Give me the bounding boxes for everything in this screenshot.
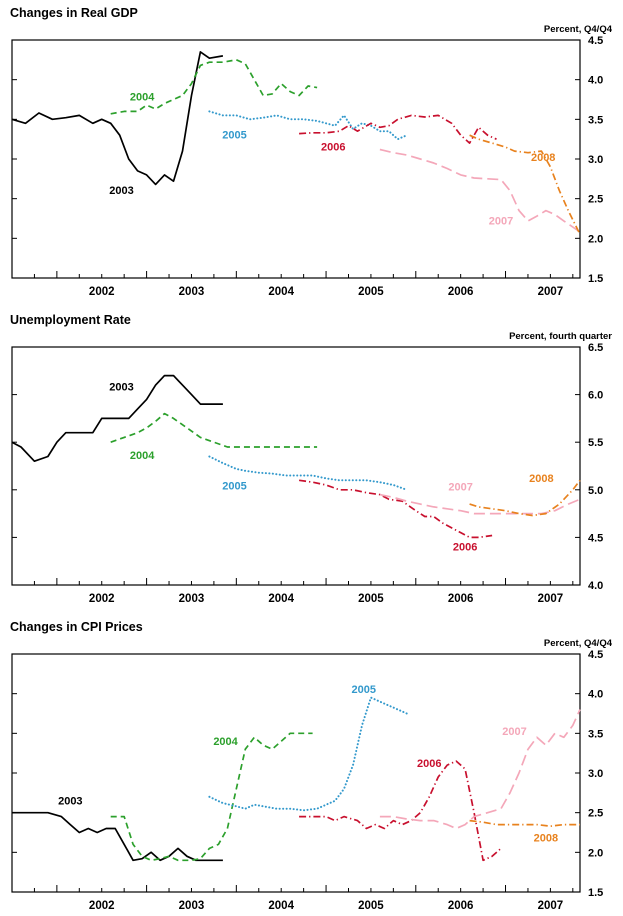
y-tick-label: 4.5 xyxy=(588,532,603,544)
x-tick-label: 2005 xyxy=(358,900,384,912)
y-tick-label: 2.5 xyxy=(588,808,603,820)
cpi-prices-chart: 1.5 2.0 2.5 3.0 3.5 4.0 4.5 2002 2003 2004 2005 200… xyxy=(11,650,603,912)
y-tick-label: 5.5 xyxy=(588,437,603,449)
series-line-2008 xyxy=(469,134,581,235)
y-tick-label: 3.0 xyxy=(588,768,603,780)
x-tick-label: 2006 xyxy=(448,286,474,298)
chart-title-real-gdp: Changes in Real GDP xyxy=(10,6,138,20)
x-tick-label: 2004 xyxy=(268,900,294,912)
series-label-2006: 2006 xyxy=(417,758,441,770)
y-tick-label: 3.0 xyxy=(588,154,603,166)
unit-label-unemployment: Percent, fourth quarter xyxy=(509,331,612,342)
x-tick-label: 2003 xyxy=(179,286,205,298)
x-tick-label: 2007 xyxy=(538,593,564,605)
y-tick-label: 4.5 xyxy=(588,650,603,661)
series-line-2007 xyxy=(379,493,581,515)
series-line-2005 xyxy=(208,455,408,491)
y-tick-label: 5.0 xyxy=(588,485,603,497)
y-tick-label: 6.0 xyxy=(588,390,603,402)
y-tick-label: 4.5 xyxy=(588,36,603,47)
series-line-2004 xyxy=(110,58,318,115)
x-tick-label: 2006 xyxy=(448,593,474,605)
panel-unemployment: Unemployment Rate Percent, fourth quarte… xyxy=(0,307,623,611)
y-tick-label: 1.5 xyxy=(588,273,603,285)
x-tick-label: 2002 xyxy=(89,900,115,912)
y-tick-label: 2.5 xyxy=(588,194,603,206)
series-line-2003 xyxy=(11,51,224,186)
series-label-2004: 2004 xyxy=(130,450,155,462)
series-line-2006 xyxy=(299,760,502,862)
series-line-2008 xyxy=(469,479,581,517)
series-line-2005 xyxy=(208,696,408,812)
series-label-2003: 2003 xyxy=(58,795,82,807)
x-tick-label: 2003 xyxy=(179,593,205,605)
series-label-2007: 2007 xyxy=(448,481,472,493)
series-label-2008: 2008 xyxy=(529,473,553,485)
chart-title-unemployment: Unemployment Rate xyxy=(10,313,131,327)
plot-frame xyxy=(11,346,581,586)
series-label-2006: 2006 xyxy=(453,541,477,553)
plot-frame xyxy=(11,39,581,279)
series-line-2007 xyxy=(379,709,581,830)
x-tick-label: 2006 xyxy=(448,900,474,912)
y-tick-label: 3.5 xyxy=(588,728,603,740)
x-tick-label: 2005 xyxy=(358,593,384,605)
x-tick-label: 2003 xyxy=(179,900,205,912)
x-tick-label: 2007 xyxy=(538,286,564,298)
series-line-2003 xyxy=(11,374,223,463)
plot-frame xyxy=(11,653,581,893)
x-tick-label: 2005 xyxy=(358,286,384,298)
x-tick-label: 2004 xyxy=(268,593,294,605)
series-line-2003 xyxy=(12,811,223,862)
y-tick-label: 4.0 xyxy=(588,580,603,592)
series-label-2003: 2003 xyxy=(109,185,133,197)
x-tick-label: 2004 xyxy=(268,286,294,298)
x-tick-label: 2007 xyxy=(538,900,564,912)
series-label-2007: 2007 xyxy=(502,726,526,738)
series-label-2004: 2004 xyxy=(130,92,155,104)
series-line-2007 xyxy=(379,148,581,233)
series-label-2004: 2004 xyxy=(213,736,238,748)
y-tick-label: 6.5 xyxy=(588,343,603,354)
y-tick-label: 3.5 xyxy=(588,114,603,126)
y-tick-label: 4.0 xyxy=(588,75,603,87)
chart-title-cpi: Changes in CPI Prices xyxy=(10,620,143,634)
panel-cpi: Changes in CPI Prices Percent, Q4/Q4 1.5… xyxy=(0,614,623,916)
series-line-2004 xyxy=(110,412,318,448)
real-gdp-chart: 1.5 2.0 2.5 3.0 3.5 4.0 4.5 2002 2003 2004 2005 200… xyxy=(11,36,603,298)
series-label-2006: 2006 xyxy=(321,142,345,154)
x-tick-label: 2002 xyxy=(89,286,115,298)
unit-label-cpi: Percent, Q4/Q4 xyxy=(543,638,612,649)
series-label-2005: 2005 xyxy=(222,480,246,492)
series-line-2005 xyxy=(208,110,408,141)
series-line-2006 xyxy=(299,114,497,144)
series-label-2008: 2008 xyxy=(534,833,558,845)
unemployment-rate-chart: 4.0 4.5 5.0 5.5 6.0 6.5 2002 2003 2004 2005 2006 20… xyxy=(11,343,603,605)
y-tick-label: 1.5 xyxy=(588,887,603,899)
panel-real-gdp: Changes in Real GDP Percent, Q4/Q4 1.5 2.… xyxy=(0,0,623,304)
series-label-2003: 2003 xyxy=(109,381,133,393)
series-line-2008 xyxy=(469,819,580,828)
series-line-2004 xyxy=(110,732,313,862)
y-tick-label: 2.0 xyxy=(588,847,603,859)
series-label-2008: 2008 xyxy=(531,152,555,164)
series-line-2006 xyxy=(298,479,493,539)
y-tick-label: 4.0 xyxy=(588,689,603,701)
unit-label-real-gdp: Percent, Q4/Q4 xyxy=(543,24,612,35)
series-label-2007: 2007 xyxy=(489,215,513,227)
series-label-2005: 2005 xyxy=(352,684,376,696)
x-tick-label: 2002 xyxy=(89,593,115,605)
series-label-2005: 2005 xyxy=(222,130,246,142)
y-tick-label: 2.0 xyxy=(588,233,603,245)
